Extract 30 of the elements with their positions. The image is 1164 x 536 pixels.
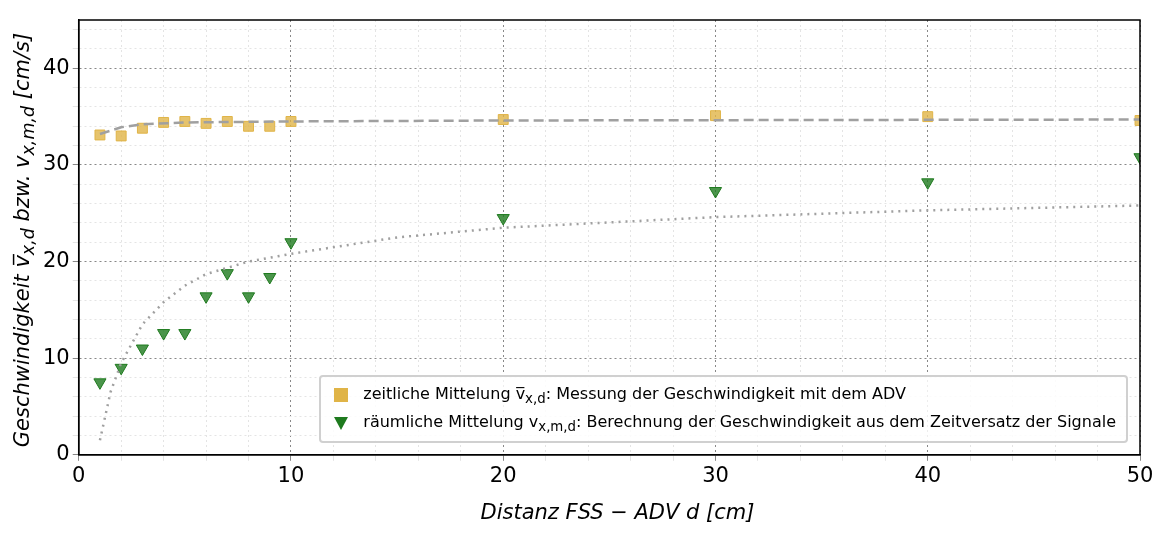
point	[921, 178, 935, 190]
point	[243, 120, 254, 132]
line-series	[98, 204, 1140, 442]
point	[284, 238, 298, 250]
point	[496, 214, 510, 226]
point	[263, 273, 277, 285]
point	[157, 329, 171, 341]
point	[178, 329, 192, 341]
x-tick-label: 30	[702, 462, 729, 487]
legend-label: zeitliche Mittelung v̅$_{x,d}$: Messung der Geschwindigkeit mit dem ADV	[363, 383, 906, 406]
y-tick-label: 30	[42, 151, 70, 176]
y-tick-label: 40	[42, 54, 70, 79]
point	[93, 378, 107, 390]
point	[220, 269, 234, 281]
y-tick-label: 10	[42, 344, 70, 369]
x-tick-label: 20	[489, 462, 517, 487]
point	[115, 130, 127, 142]
legend-label: räumliche Mittelung v$_{x,m,d}$: Berechnung der Geschwindigkeit aus dem Zeitversatz der Signale	[363, 411, 1116, 434]
point	[708, 187, 723, 199]
y-tick-label: 0	[56, 441, 70, 466]
point	[114, 363, 128, 376]
y-tick-label: 20	[42, 248, 70, 273]
x-tick-label: 40	[914, 462, 942, 487]
x-tick-label: 50	[1126, 462, 1154, 487]
x-tick-label: 10	[277, 462, 305, 487]
point	[135, 344, 149, 357]
x-tick-label: 0	[72, 462, 86, 487]
point	[199, 292, 213, 304]
point	[241, 292, 256, 304]
x-axis-title: Distanz FSS − ADV d [cm]	[479, 500, 756, 524]
